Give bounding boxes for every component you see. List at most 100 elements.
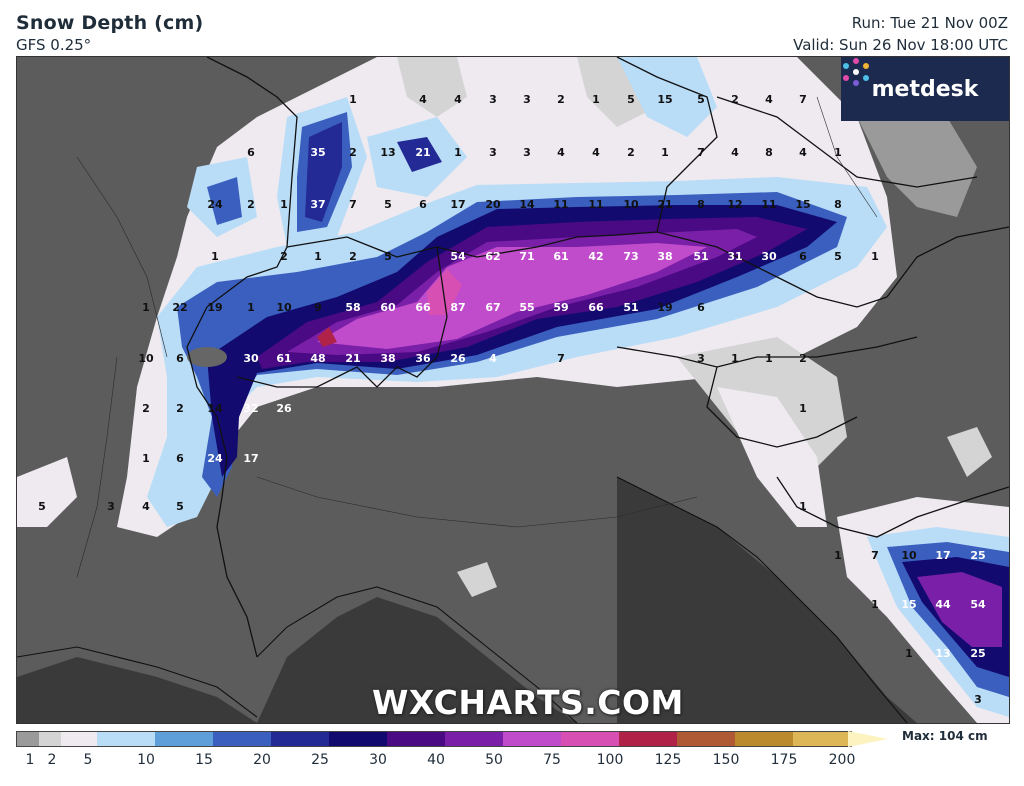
- snow-depth-value: 11: [761, 198, 776, 211]
- snow-depth-value: 5: [384, 198, 392, 211]
- snow-depth-value: 32: [243, 402, 258, 415]
- snow-depth-value: 3: [489, 93, 497, 106]
- legend-tick-label: 150: [712, 752, 740, 768]
- snow-depth-value: 5: [176, 500, 184, 513]
- snow-depth-value: 1: [871, 250, 879, 263]
- snow-depth-value: 3: [523, 93, 531, 106]
- snow-depth-value: 55: [519, 301, 534, 314]
- legend-swatch: [561, 732, 619, 746]
- snow-depth-value: 15: [901, 598, 916, 611]
- snow-depth-value: 1: [661, 146, 669, 159]
- legend-tick-label: 2: [47, 752, 57, 768]
- snow-depth-value: 19: [657, 301, 672, 314]
- snow-zone-75-100: [427, 269, 462, 315]
- legend-tick-label: 175: [770, 752, 798, 768]
- snow-depth-value: 21: [657, 198, 672, 211]
- snow-depth-value: 67: [485, 301, 500, 314]
- snow-depth-value: 7: [871, 549, 879, 562]
- snow-depth-value: 3: [974, 693, 982, 706]
- snow-zone-grey: [457, 562, 497, 597]
- snow-zone-grey: [17, 457, 77, 527]
- map-canvas: 1 4 4 3 3 2 1 5 15 5 2 4 76 35 2 13 21 1 3 3 4 4 2 1 7 4 8 4 124 2 1 37…: [17, 57, 1009, 723]
- sea-area: [257, 597, 577, 723]
- snow-depth-value: 6: [176, 452, 184, 465]
- snow-depth-value: 13: [380, 146, 395, 159]
- snow-depth-value: 87: [450, 301, 465, 314]
- run-time: Run: Tue 21 Nov 00Z: [851, 14, 1008, 32]
- snow-depth-value: 6: [697, 301, 705, 314]
- snow-depth-value: 2: [627, 146, 635, 159]
- snow-depth-value: 6: [419, 198, 427, 211]
- snow-depth-value: 20: [485, 198, 501, 211]
- snow-depth-map[interactable]: 1 4 4 3 3 2 1 5 15 5 2 4 7 6 35 2 13 21 1 3 3 4 4 2 1 7 4 8 4 1 24 2 1 37…: [16, 56, 1010, 724]
- snow-depth-value: 3: [523, 146, 531, 159]
- snow-depth-value: 4: [731, 146, 739, 159]
- legend-tick-label: 25: [311, 752, 329, 768]
- legend-swatch: [61, 732, 97, 746]
- snow-depth-value: 62: [485, 250, 500, 263]
- snow-depth-value: 17: [450, 198, 465, 211]
- metdesk-logo-icon: [843, 58, 869, 86]
- snow-depth-value: 3: [697, 352, 705, 365]
- legend-tick-label: 5: [83, 752, 93, 768]
- snow-depth-value: 4: [557, 146, 565, 159]
- lake-geneva: [187, 347, 227, 367]
- legend-tick-label: 10: [137, 752, 155, 768]
- snow-depth-value: 3: [489, 146, 497, 159]
- snow-zone-5-10: [617, 57, 717, 137]
- snow-depth-value: 59: [553, 301, 568, 314]
- snow-depth-value: 4: [489, 352, 497, 365]
- snow-depth-value: 7: [697, 146, 705, 159]
- snow-zone-50-75: [317, 243, 707, 349]
- snow-zone-20-30: [305, 122, 342, 222]
- snow-depth-value: 11: [553, 198, 568, 211]
- snow-depth-value: 13: [935, 647, 950, 660]
- snow-depth-value: 1: [834, 549, 842, 562]
- snow-depth-value: 2: [557, 93, 565, 106]
- snow-zone-grey: [947, 427, 992, 477]
- legend-ticks: 1 2 5 10 15 20 25 30 40 50 75 100 125 150 175 200: [16, 752, 896, 772]
- snow-depth-value: 26: [276, 402, 292, 415]
- snow-depth-value: 1: [280, 198, 288, 211]
- snow-depth-value: 22: [172, 301, 187, 314]
- snow-depth-value: 9: [314, 301, 322, 314]
- snow-zone-75-100: [317, 327, 337, 347]
- legend-swatch: [793, 732, 851, 746]
- snow-depth-value: 1: [765, 352, 773, 365]
- snow-depth-value: 17: [243, 452, 258, 465]
- snow-depth-value: 6: [247, 146, 255, 159]
- snow-depth-value: 8: [697, 198, 705, 211]
- snow-depth-value: 36: [415, 352, 431, 365]
- snow-depth-value: 4: [454, 93, 462, 106]
- legend-swatch: [387, 732, 445, 746]
- snow-depth-value: 7: [799, 93, 807, 106]
- legend-swatch: [735, 732, 793, 746]
- snow-depth-value: 10: [276, 301, 292, 314]
- snow-depth-value: 26: [450, 352, 466, 365]
- snow-depth-value: 14: [519, 198, 535, 211]
- snow-depth-value: 10: [623, 198, 639, 211]
- metdesk-logo: metdesk: [841, 57, 1009, 121]
- snow-depth-value: 58: [345, 301, 360, 314]
- legend-swatch: [17, 732, 39, 746]
- snow-depth-value: 2: [799, 352, 807, 365]
- snow-depth-value: 51: [693, 250, 708, 263]
- snow-depth-value: 12: [727, 198, 742, 211]
- snow-zone-grey: [857, 117, 977, 217]
- snow-depth-value: 19: [207, 301, 222, 314]
- coastline: [17, 476, 908, 723]
- legend-swatch: [97, 732, 155, 746]
- snow-depth-value: 1: [799, 402, 807, 415]
- legend-tick-label: 40: [427, 752, 445, 768]
- snow-depth-value: 1: [247, 301, 255, 314]
- legend-swatch: [271, 732, 329, 746]
- snow-depth-value: 3: [107, 500, 115, 513]
- snow-depth-value: 7: [557, 352, 565, 365]
- snow-depth-value: 25: [970, 549, 985, 562]
- snow-depth-value: 5: [627, 93, 635, 106]
- legend-swatch: [213, 732, 271, 746]
- legend-swatch: [619, 732, 677, 746]
- snow-depth-value: 10: [138, 352, 154, 365]
- snow-depth-value: 1: [314, 250, 322, 263]
- snow-zone-10-20: [397, 137, 442, 172]
